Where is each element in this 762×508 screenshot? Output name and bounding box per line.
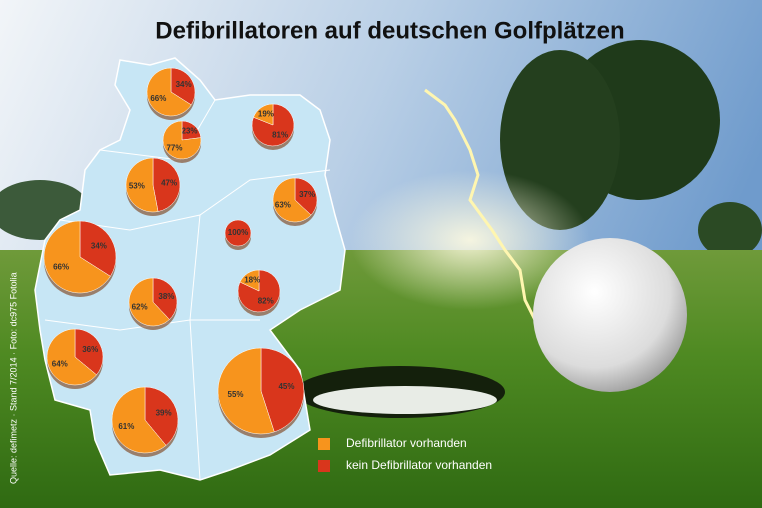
pie-value-label: 39% xyxy=(156,408,172,417)
pie-value-label: 61% xyxy=(118,422,134,431)
pie-value-label: 45% xyxy=(278,382,294,391)
pie-slice xyxy=(251,103,295,147)
pie-value-label: 100% xyxy=(228,228,248,237)
pie-value-label: 64% xyxy=(52,359,68,368)
pie-value-label: 82% xyxy=(258,297,274,306)
pie-value-label: 66% xyxy=(150,94,166,103)
pie-value-label: 37% xyxy=(299,190,315,199)
pie-value-label: 19% xyxy=(258,110,274,119)
pie-slice xyxy=(146,67,192,117)
tree xyxy=(698,202,762,258)
pie-slice xyxy=(239,269,260,292)
legend: Defibrillator vorhanden kein Defibrillato… xyxy=(318,436,492,472)
legend-swatch xyxy=(318,438,330,450)
pie-value-label: 66% xyxy=(53,263,69,272)
source: Quelle: defimetz · Stand 7/2014 · Foto: … xyxy=(8,272,18,484)
hole-cup xyxy=(313,386,497,414)
golf-ball xyxy=(533,238,687,392)
pie-slice xyxy=(272,177,312,223)
pie-value-label: 34% xyxy=(91,242,107,251)
pie-value-label: 77% xyxy=(166,144,182,153)
legend-label: kein Defibrillator vorhanden xyxy=(346,458,492,472)
border xyxy=(189,214,201,481)
pie-slice xyxy=(74,328,104,376)
pie-slice xyxy=(253,103,274,126)
pie-slice xyxy=(43,220,111,294)
pie-value-label: 38% xyxy=(158,292,174,301)
lightning xyxy=(424,88,542,331)
pie-slice xyxy=(152,157,181,212)
pie-slice xyxy=(46,328,97,386)
pie-value-label: 63% xyxy=(275,200,291,209)
pie-slice xyxy=(152,277,178,320)
pie-value-label: 36% xyxy=(82,345,98,354)
pie-slice xyxy=(294,177,318,216)
pie-value-label: 18% xyxy=(244,275,260,284)
pie-value-label: 34% xyxy=(176,80,192,89)
pie-slice xyxy=(217,347,275,435)
pie-slice xyxy=(260,347,305,433)
title: Defibrillatoren auf deutschen Golfplätze… xyxy=(155,17,624,44)
pie-value-label: 55% xyxy=(228,390,244,399)
pie-slice xyxy=(125,157,159,213)
pie-slice xyxy=(111,386,167,454)
pie-slice xyxy=(224,219,252,247)
legend-label: Defibrillator vorhanden xyxy=(346,436,467,450)
pie-slice xyxy=(162,120,202,160)
pie-value-label: 62% xyxy=(132,302,148,311)
pie-value-label: 53% xyxy=(129,182,145,191)
pie-slice xyxy=(128,277,170,327)
glow xyxy=(350,170,590,310)
pie-value-label: 81% xyxy=(272,131,288,140)
legend-swatch xyxy=(318,460,330,472)
pie-slice xyxy=(144,386,179,446)
pie-value-label: 23% xyxy=(182,127,198,136)
pies: 34% 66% 81% 19% 23%77% 47% 53% 37% 63% 100% 34% 66%… xyxy=(43,67,318,457)
pie-value-label: 47% xyxy=(161,179,177,188)
